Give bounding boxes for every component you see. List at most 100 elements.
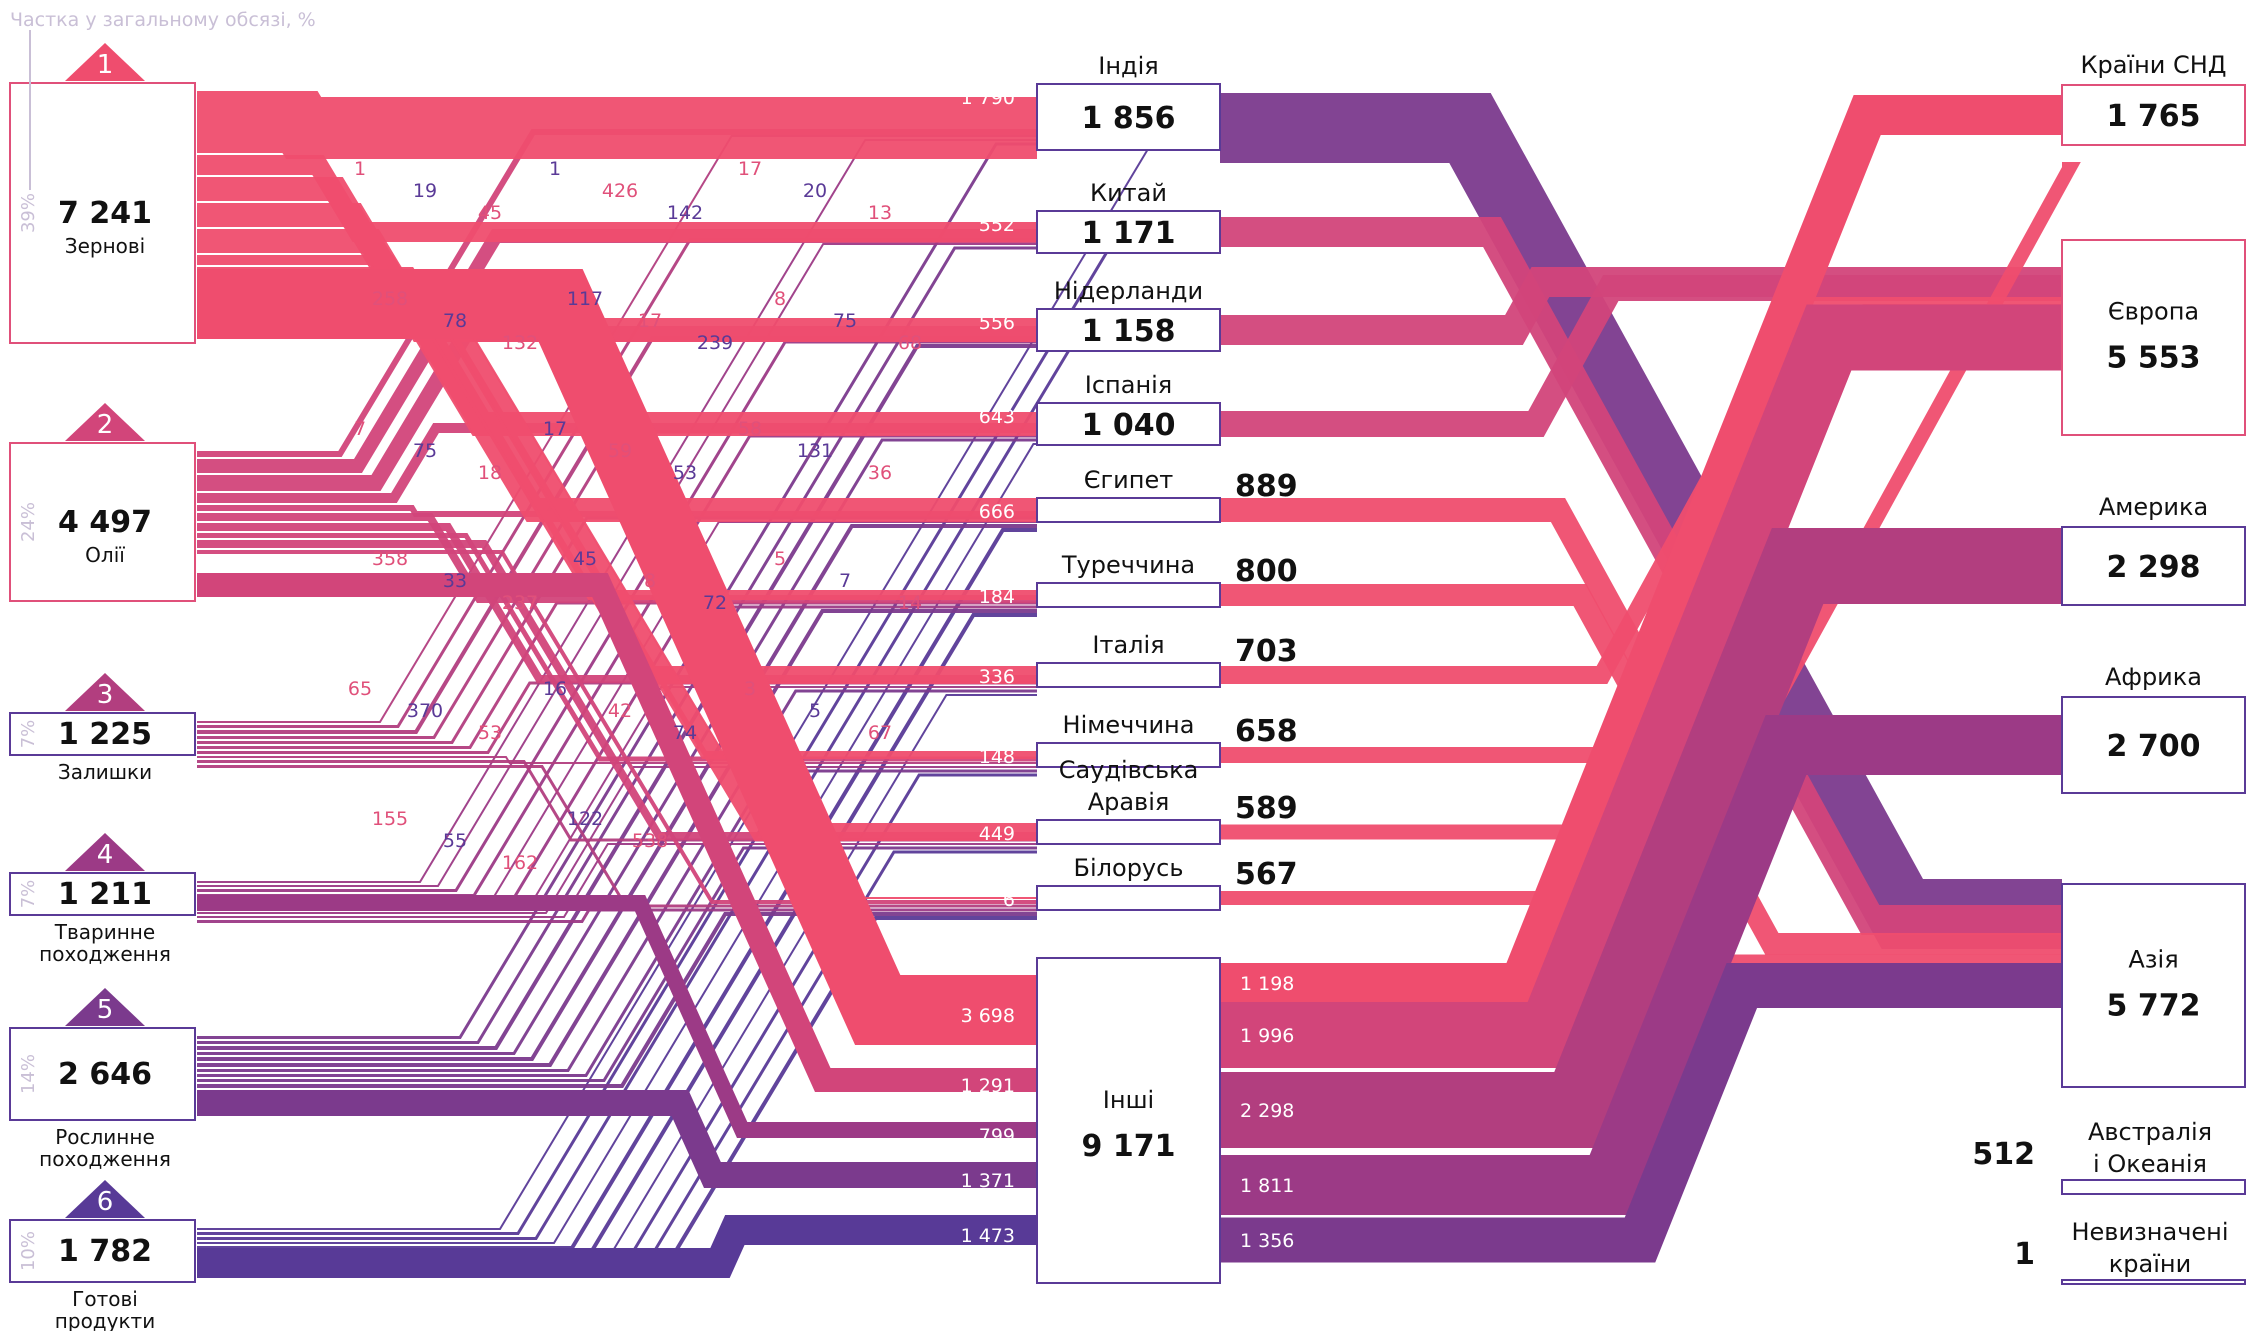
country-box-1 (1036, 83, 1221, 151)
country-name-8: Німеччина (1063, 711, 1195, 739)
region-value-6: 512 (1972, 1137, 2035, 1172)
category-rank-marker-4 (65, 833, 145, 871)
others-name: Інші (1103, 1086, 1154, 1114)
region-value-2: 5 553 (2107, 341, 2201, 376)
flow-value-label: 36 (868, 462, 892, 484)
category-name-2: Олії (85, 543, 125, 567)
region-name-6: і Океанія (2093, 1150, 2207, 1178)
region-name-6: Австралія (2088, 1118, 2212, 1146)
category-rank-marker-5 (65, 988, 145, 1026)
country-total-7: 703 (1235, 634, 1298, 669)
country-name-7: Італія (1092, 631, 1164, 659)
category-name-5: Рослинне (55, 1125, 155, 1149)
region-box-7 (2061, 1279, 2246, 1285)
category-share-4: 7% (18, 880, 39, 909)
category-rank-marker-1 (65, 43, 145, 81)
country-box-9 (1036, 819, 1221, 845)
country-name-9: Саудівська (1059, 756, 1199, 784)
flow-value-label: 237 (502, 592, 538, 614)
others-outflow-5: 1 356 (1240, 1230, 1294, 1252)
flow-cat5-country8 (197, 769, 1037, 1077)
country-name-9: Аравія (1088, 788, 1170, 816)
flow-cat1-others (197, 269, 1037, 1045)
flow-value-label: 142 (667, 202, 703, 224)
flow-value-label: 45 (573, 548, 597, 570)
flow-value-label: 358 (372, 548, 408, 570)
category-box-3 (9, 712, 196, 756)
flow-cat4-others (197, 895, 1037, 1138)
country-inflow-cat1-1: 1 790 (961, 87, 1015, 109)
category-box-4 (9, 872, 196, 916)
others-outflow-2: 1 996 (1240, 1025, 1294, 1047)
category-rank-marker-2 (65, 403, 145, 441)
flow-value-label: 538 (632, 830, 668, 852)
country-box-2 (1036, 210, 1221, 254)
flow-value-label: 78 (443, 310, 467, 332)
category-value-2: 4 497 (58, 505, 152, 540)
flow-value-label: 18 (478, 462, 502, 484)
country-total-1: 1 856 (1082, 101, 1176, 136)
category-value-4: 1 211 (58, 877, 152, 912)
category-value-1: 7 241 (58, 196, 152, 231)
flow-cat5-country7 (197, 689, 1037, 1072)
region-value-1: 1 765 (2107, 99, 2201, 134)
others-outflow-4: 1 811 (1240, 1175, 1294, 1197)
flow-cat2-country10 (197, 550, 1037, 904)
country-total-8: 658 (1235, 714, 1298, 749)
category-share-6: 10% (18, 1231, 39, 1271)
flow-value-label: 72 (703, 592, 727, 614)
category-rank-marker-3 (65, 673, 145, 711)
region-name-7: країни (2109, 1250, 2191, 1278)
category-share-3: 7% (18, 720, 39, 749)
country-inflow-cat1-7: 336 (979, 666, 1015, 688)
flow-cat1-country1 (197, 91, 1037, 159)
boxes-layer (9, 30, 2246, 1285)
flow-value-label: 426 (602, 180, 638, 202)
flow-value-label: 75 (833, 310, 857, 332)
flow-others-region5 (1220, 963, 2062, 1263)
flow-cat4-country2 (197, 243, 1037, 887)
country-total-5: 889 (1235, 469, 1298, 504)
flow-others-region3 (1220, 528, 2062, 1148)
flow-value-label: 8 (644, 570, 656, 592)
category-name-6: Готові (72, 1287, 138, 1311)
country-total-9: 589 (1235, 791, 1298, 826)
others-total: 9 171 (1082, 1129, 1176, 1164)
category-name-6: продукти (55, 1309, 155, 1331)
flow-value-label: 1 (549, 158, 561, 180)
share-axis-label: Частка у загальному обсязі, % (10, 9, 316, 31)
flow-value-label: 17 (738, 158, 762, 180)
flow-value-label: 239 (697, 332, 733, 354)
category-rank-1: 1 (97, 50, 114, 80)
flow-value-label: 5 (809, 700, 821, 722)
flow-value-label: 155 (372, 808, 408, 830)
flow-value-label: 3 (744, 678, 756, 700)
category-name-1: Зернові (65, 234, 145, 258)
country-box-5 (1036, 497, 1221, 523)
country-inflow-cat1-8: 148 (979, 746, 1015, 768)
flow-value-label: 74 (673, 722, 697, 744)
flow-value-label: 75 (413, 440, 437, 462)
region-name-1: Країни СНД (2080, 51, 2226, 79)
country-inflow-cat1-6: 184 (979, 586, 1015, 608)
category-rank-5: 5 (97, 995, 114, 1025)
country-name-4: Іспанія (1085, 371, 1172, 399)
flow-value-label: 122 (567, 808, 603, 830)
region-box-4 (2061, 696, 2246, 794)
flow-country4-region (1220, 275, 2062, 437)
country-inflow-cat1-3: 556 (979, 312, 1015, 334)
country-box-10 (1036, 885, 1221, 911)
flow-value-label: 7 (354, 418, 366, 440)
flow-cat5-others (197, 1090, 1037, 1188)
category-rank-2: 2 (97, 410, 114, 440)
country-name-6: Туреччина (1061, 551, 1195, 579)
flow-value-label: 55 (443, 830, 467, 852)
others-outflow-3: 2 298 (1240, 1100, 1294, 1122)
others-inflow-5: 1 473 (961, 1225, 1015, 1247)
category-value-3: 1 225 (58, 717, 152, 752)
country-name-5: Єгипет (1084, 466, 1173, 494)
country-total-4: 1 040 (1082, 408, 1176, 443)
others-outflow-1: 1 198 (1240, 973, 1294, 995)
flow-value-label: 16 (543, 678, 567, 700)
category-box-2 (9, 442, 196, 602)
